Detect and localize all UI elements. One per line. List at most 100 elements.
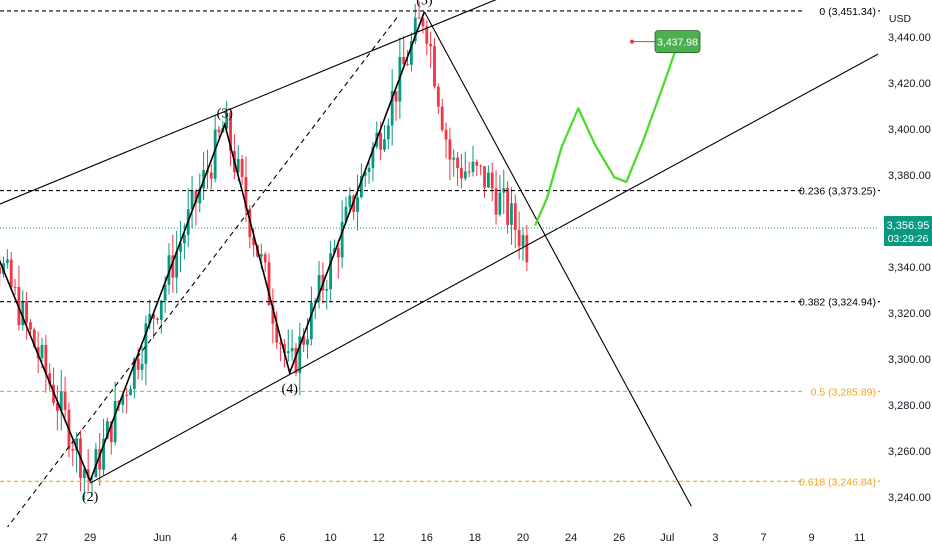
candle-body bbox=[0, 267, 2, 274]
candle-body bbox=[125, 394, 129, 396]
wave-label: (2) bbox=[82, 490, 99, 505]
fib-level-label: 0 (3,451.34) bbox=[819, 6, 876, 18]
candle-body bbox=[290, 347, 294, 352]
last-price-badge bbox=[884, 216, 932, 247]
candle-body bbox=[190, 190, 194, 210]
y-tick-label: 3,420.00 bbox=[888, 78, 931, 90]
elliott-wave-layer: (1)(2)(3)(4)(5) bbox=[0, 0, 433, 505]
candle-body bbox=[298, 336, 302, 374]
y-tick-label: 3,400.00 bbox=[888, 124, 931, 136]
candle-body bbox=[163, 284, 167, 301]
candle-body bbox=[463, 171, 467, 179]
candle-body bbox=[317, 275, 321, 301]
candle-body bbox=[413, 17, 417, 42]
candle-body bbox=[456, 157, 459, 168]
candle-body bbox=[109, 421, 113, 443]
candle-body bbox=[140, 363, 144, 370]
candle-body bbox=[156, 318, 159, 320]
x-tick-label: 3 bbox=[712, 532, 718, 544]
x-tick-label: Jul bbox=[660, 532, 674, 544]
candle-body bbox=[421, 18, 425, 27]
candle-body bbox=[436, 86, 440, 107]
last-price-value: 3,356.95 bbox=[887, 220, 930, 232]
candle-body bbox=[182, 234, 186, 244]
candle-body bbox=[390, 91, 394, 126]
candle-body bbox=[483, 166, 486, 188]
candle-body bbox=[40, 345, 44, 359]
candle-body bbox=[209, 172, 213, 179]
x-tick-label: 7 bbox=[760, 532, 766, 544]
candle-body bbox=[490, 172, 494, 189]
x-tick-label: 9 bbox=[809, 532, 815, 544]
candle-body bbox=[433, 46, 436, 87]
candle-body bbox=[271, 305, 275, 324]
candle-body bbox=[425, 26, 429, 44]
candle-body bbox=[410, 41, 413, 65]
candle-body bbox=[386, 125, 390, 140]
candle-body bbox=[517, 229, 521, 247]
candle-body bbox=[286, 351, 290, 353]
x-tick-label: 20 bbox=[517, 532, 529, 544]
trendlines-layer bbox=[0, 0, 878, 527]
projection-layer: 3,437.98 bbox=[0, 30, 878, 229]
y-tick-label: 3,440.00 bbox=[888, 32, 931, 44]
y-tick-label: 3,300.00 bbox=[888, 354, 931, 366]
candle-body bbox=[275, 323, 279, 343]
candle-body bbox=[344, 206, 348, 222]
candle-body bbox=[371, 146, 375, 168]
candle-body bbox=[252, 237, 256, 246]
candle-body bbox=[121, 394, 125, 405]
candle-body bbox=[213, 129, 217, 179]
candle-body bbox=[71, 449, 75, 451]
price-axis[interactable]: USD 3,240.00 3,260.00 3,280.00 3,300.00 3,320… bbox=[884, 13, 932, 504]
candle-body bbox=[179, 243, 182, 252]
candle-body bbox=[148, 314, 152, 324]
candle-body bbox=[479, 165, 483, 167]
y-tick-label: 3,240.00 bbox=[888, 492, 931, 504]
candle-body bbox=[486, 172, 490, 188]
y-tick-label: 3,320.00 bbox=[888, 308, 931, 320]
x-tick-label: 4 bbox=[231, 532, 237, 544]
candle-body bbox=[267, 262, 271, 306]
x-tick-label: 10 bbox=[324, 532, 336, 544]
fib-level-label: 0.236 (3,373.25) bbox=[799, 186, 876, 198]
candle-body bbox=[471, 161, 475, 172]
candle-body bbox=[329, 253, 332, 290]
candle-body bbox=[352, 195, 356, 212]
candle-body bbox=[394, 91, 398, 102]
candle-body bbox=[452, 157, 456, 160]
wave-path bbox=[0, 11, 426, 484]
candle-body bbox=[429, 43, 433, 47]
candle-body bbox=[9, 259, 13, 288]
x-tick-label: 12 bbox=[373, 532, 385, 544]
candle-body bbox=[460, 167, 463, 179]
y-tick-label: 3,280.00 bbox=[888, 400, 931, 412]
candle-body bbox=[217, 129, 221, 133]
candle-body bbox=[502, 188, 506, 193]
candle-body bbox=[98, 449, 102, 470]
candle-body bbox=[244, 176, 248, 209]
x-tick-label: Jun bbox=[153, 532, 171, 544]
y-tick-label: 3,260.00 bbox=[888, 446, 931, 458]
candle-body bbox=[236, 159, 240, 173]
x-tick-label: 24 bbox=[565, 532, 577, 544]
candle-body bbox=[113, 401, 117, 443]
fib-level-label: 0.618 (3,246.84) bbox=[799, 476, 876, 488]
candle-body bbox=[306, 339, 309, 345]
candle-body bbox=[106, 421, 109, 439]
candle-body bbox=[5, 259, 9, 264]
wave-label: (4) bbox=[282, 382, 299, 397]
time-axis[interactable]: 27 29 Jun 4 6 10 12 16 18 20 24 26 Jul 3 7 9 11 bbox=[36, 532, 866, 544]
candle-body bbox=[294, 347, 298, 374]
candle-body bbox=[448, 139, 452, 160]
candle-body bbox=[475, 161, 479, 166]
candle-body bbox=[44, 345, 48, 374]
candle-body bbox=[59, 391, 63, 411]
candle-body bbox=[13, 287, 17, 289]
x-tick-label: 26 bbox=[613, 532, 625, 544]
trendline bbox=[0, 0, 497, 205]
candle-body bbox=[29, 322, 32, 330]
candle-body bbox=[348, 195, 352, 207]
